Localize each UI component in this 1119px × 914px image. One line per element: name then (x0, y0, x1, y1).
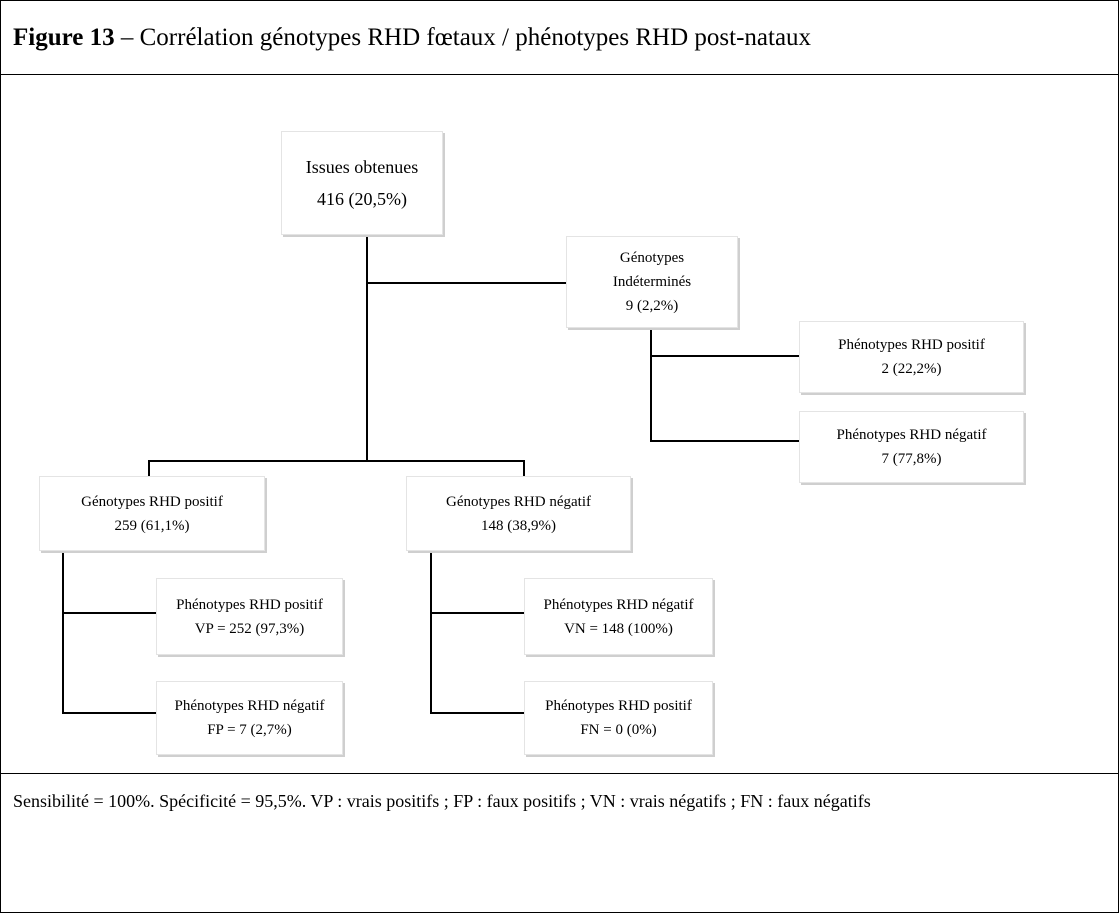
node-line: 416 (20,5%) (317, 189, 407, 209)
node-line: VP = 252 (97,3%) (194, 620, 305, 637)
node-line: Phénotypes RHD négatif (836, 427, 987, 443)
node-line: Phénotypes RHD négatif (174, 698, 325, 714)
figure-title: – Corrélation génotypes RHD fœtaux / phé… (120, 24, 812, 51)
node-line: 2 (22,2%) (881, 361, 942, 377)
node-line: Phénotypes RHD négatif (543, 596, 694, 613)
node: Phénotypes RHD positif 2 (22,2%) (799, 321, 1024, 393)
node-line: Issues obtenues (305, 157, 419, 177)
node-line: Indéterminés (612, 274, 692, 290)
node-line: Phénotypes RHD positif (176, 596, 323, 613)
node-line: 148 (38,9%) (481, 517, 556, 534)
node: Issues obtenues 416 (20,5%) (281, 131, 443, 235)
node: Phénotypes RHD négatif VN = 148 (100%) (524, 578, 713, 655)
node-line: Génotypes RHD négatif (446, 493, 591, 510)
node: Génotypes Indéterminés 9 (2,2%) (566, 236, 738, 328)
node-line: Phénotypes RHD positif (838, 337, 985, 353)
node: Génotypes RHD négatif 148 (38,9%) (406, 476, 631, 551)
node-line: Phénotypes RHD positif (545, 698, 692, 714)
node-line: VN = 148 (100%) (564, 620, 673, 637)
node: Phénotypes RHD positif VP = 252 (97,3%) (156, 578, 343, 655)
node-line: FN = 0 (0%) (580, 722, 657, 738)
node-line: 9 (2,2%) (625, 298, 679, 314)
node-line: Génotypes RHD positif (81, 493, 223, 510)
node-line: 259 (61,1%) (114, 517, 190, 534)
caption: Sensibilité = 100%. Spécificité = 95,5%.… (13, 791, 871, 811)
node-line: Génotypes (619, 250, 685, 266)
node-line: 7 (77,8%) (881, 451, 942, 467)
footer: Sensibilité = 100%. Spécificité = 95,5%.… (1, 773, 1118, 815)
node: Phénotypes RHD positif FN = 0 (0%) (524, 681, 713, 755)
node: Phénotypes RHD négatif 7 (77,8%) (799, 411, 1024, 483)
node: Phénotypes RHD négatif FP = 7 (2,7%) (156, 681, 343, 755)
node: Génotypes RHD positif 259 (61,1%) (39, 476, 265, 551)
figure-label: Figure 13 (13, 24, 115, 51)
node-line: FP = 7 (2,7%) (207, 722, 292, 738)
header: Figure 13 – Corrélation génotypes RHD fœ… (1, 1, 1118, 75)
